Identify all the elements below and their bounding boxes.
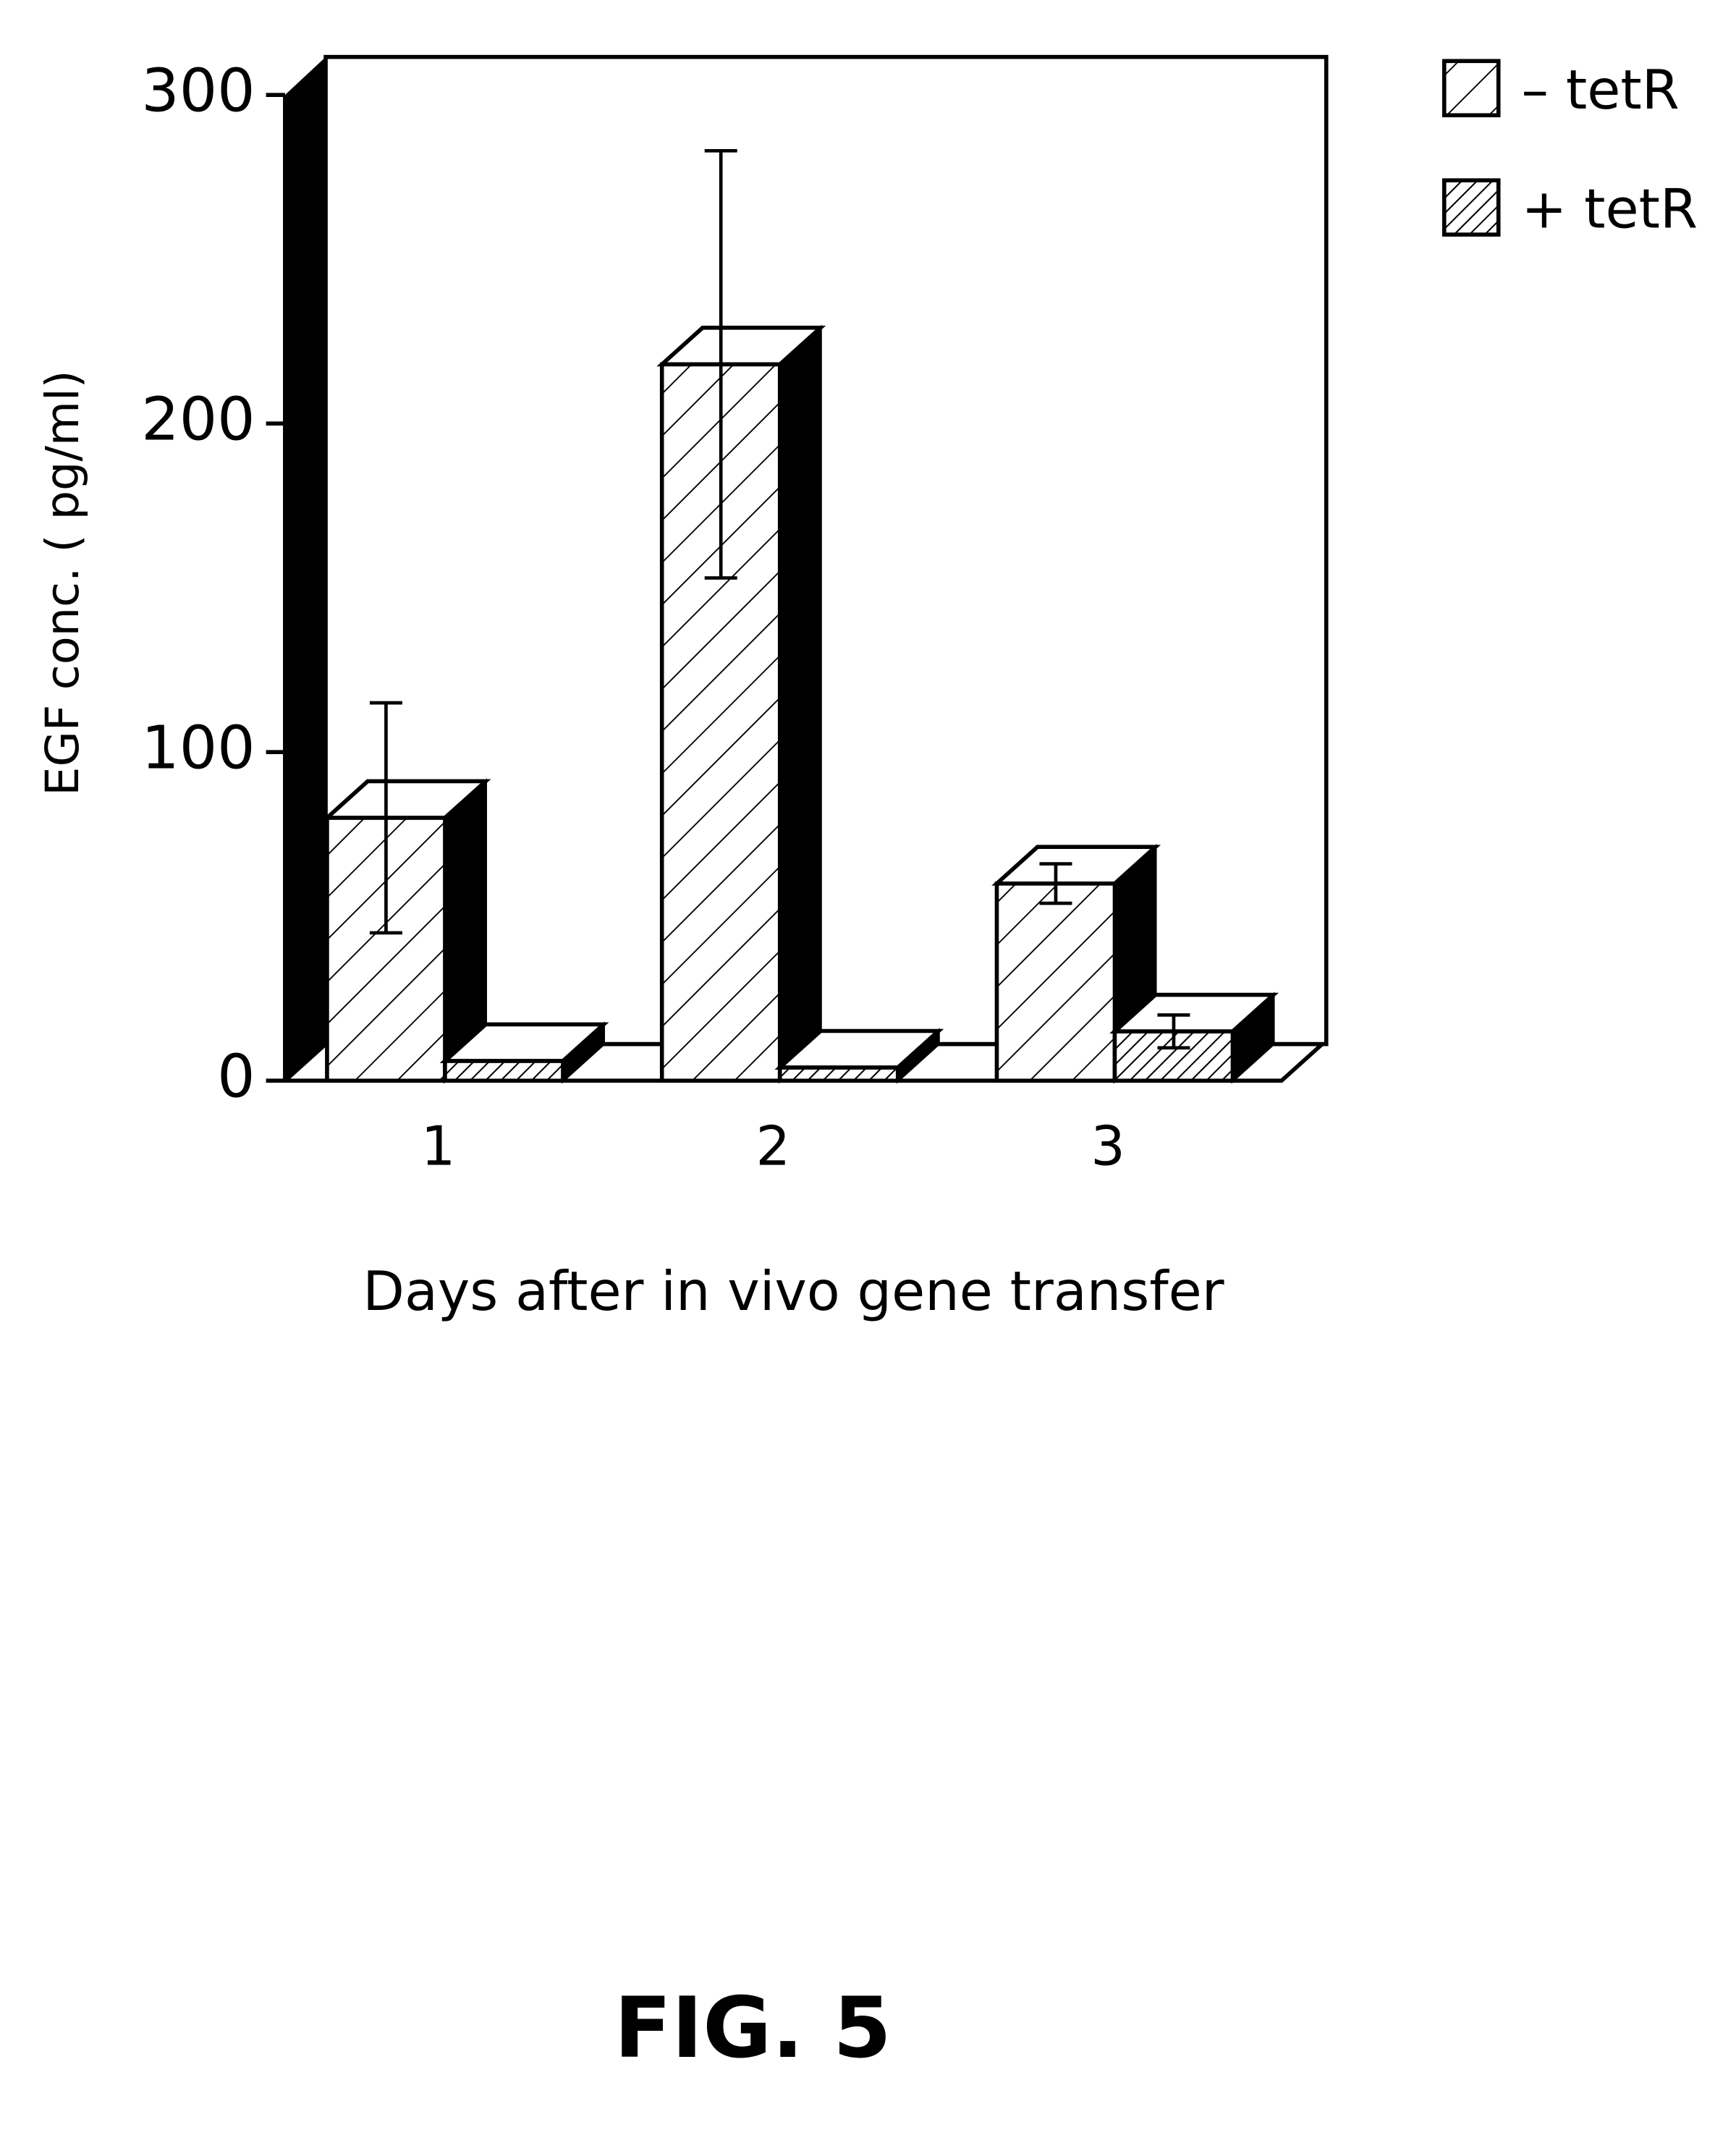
side-wall [285,57,326,1081]
bar [445,1061,563,1081]
figure-title: FIG. 5 [614,1979,892,2077]
legend-label: + tetR [1522,177,1698,241]
y-tick-label: 300 [141,56,255,126]
bar [996,884,1114,1081]
y-tick-label: 0 [217,1042,255,1112]
legend-label: – tetR [1522,58,1680,122]
legend-swatch [1444,61,1499,115]
legend-swatch [1444,180,1499,234]
x-tick-label: 1 [421,1114,456,1178]
y-tick-label: 200 [141,385,255,455]
chart: EGF conc. ( pg/ml) Days after in vivo ge… [0,0,1736,2156]
x-tick-label: 3 [1091,1114,1125,1178]
y-axis-label: EGF conc. ( pg/ml) [36,370,90,795]
x-axis-label: Days after in vivo gene transfer [363,1259,1224,1323]
bar-side [780,328,821,1081]
x-tick-label: 2 [756,1114,791,1178]
y-tick-label: 100 [141,714,255,783]
bar [780,1068,898,1081]
